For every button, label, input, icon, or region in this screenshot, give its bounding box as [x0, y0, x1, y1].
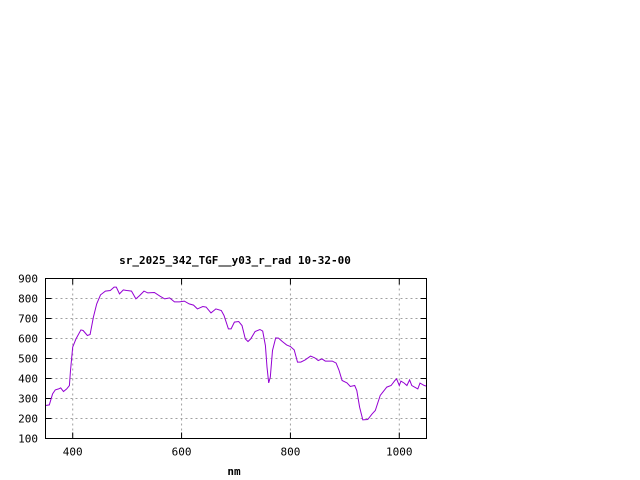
x-tick-label: 600	[172, 446, 192, 459]
y-tick-label: 400	[18, 373, 38, 386]
y-tick-label: 900	[18, 273, 38, 286]
chart-title: sr_2025_342_TGF__y03_r_rad 10-32-00	[119, 254, 351, 267]
y-tick-label: 500	[18, 353, 38, 366]
x-tick-label: 1000	[386, 446, 413, 459]
grid	[45, 278, 427, 439]
y-tick-label: 200	[18, 413, 38, 426]
y-tick-label: 300	[18, 393, 38, 406]
y-axis: 100 200 300 400 500 600 700 800 900	[18, 273, 427, 446]
y-tick-label: 700	[18, 313, 38, 326]
plot-frame	[45, 278, 427, 439]
series-line	[45, 286, 427, 421]
y-tick-label: 100	[18, 433, 38, 446]
y-tick-label: 600	[18, 333, 38, 346]
y-tick-label: 800	[18, 293, 38, 306]
x-tick-label: 800	[280, 446, 300, 459]
x-axis-label: nm	[227, 465, 241, 478]
x-axis: 400 600 800 1000	[63, 278, 413, 459]
x-tick-label: 400	[63, 446, 83, 459]
